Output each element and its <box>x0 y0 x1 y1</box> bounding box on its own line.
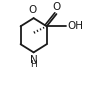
Text: N: N <box>30 55 37 65</box>
Text: O: O <box>53 2 61 12</box>
Text: OH: OH <box>67 21 83 31</box>
Text: H: H <box>30 60 37 69</box>
Text: O: O <box>29 5 37 15</box>
